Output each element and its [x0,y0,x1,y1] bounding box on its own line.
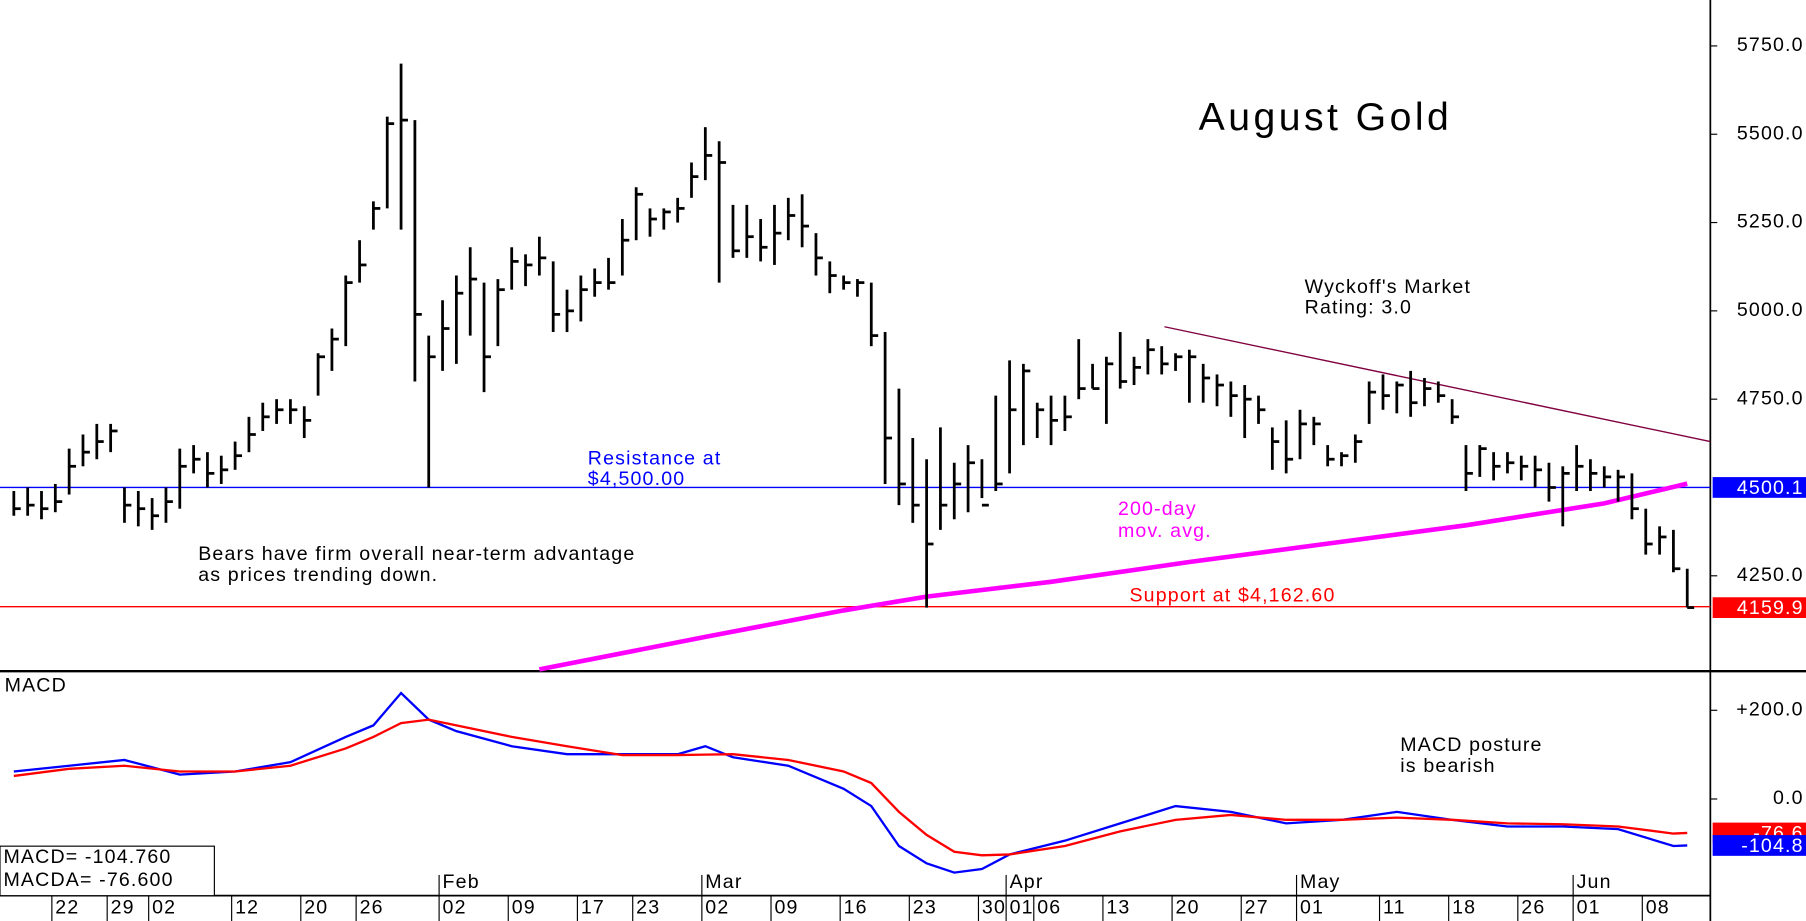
macd-annotation: MACD posture [1400,734,1542,756]
y-tick-label: +200.0 [1736,698,1803,720]
x-tick-label: 01 [1300,897,1324,919]
resistance-label: $4,500.00 [588,468,686,490]
x-tick-label: 17 [581,897,605,919]
comment-text: as prices trending down. [198,564,438,586]
y-tick-label: 4250.0 [1737,564,1804,586]
x-tick-label: 13 [1106,897,1130,919]
moving-average-label: mov. avg. [1118,520,1212,542]
month-label: Apr [1010,871,1044,893]
x-tick-label: 08 [1646,897,1670,919]
support-label: Support at $4,162.60 [1129,585,1335,607]
readout-box [0,845,215,897]
price-tag [1712,835,1806,856]
price-tag-label: 4500.1 [1737,477,1804,499]
y-tick-label: 4750.0 [1737,387,1804,409]
x-tick-label: 22 [55,897,79,919]
x-tick-label: 18 [1452,897,1476,919]
x-tick-label: 16 [844,897,868,919]
x-tick-label: 02 [443,897,467,919]
x-tick-label: 02 [705,897,729,919]
macd-line [13,691,1688,874]
x-tick-label: 20 [304,897,328,919]
moving-average [538,481,1688,672]
price-tag-label: -104.8 [1741,835,1803,857]
rating-text: Wyckoff's Market [1305,276,1471,298]
month-label: Mar [705,871,742,893]
x-tick-label: 27 [1245,897,1269,919]
month-label: Jun [1577,871,1612,893]
x-tick-label: 02 [152,897,176,919]
chart-title: August Gold [1199,96,1453,139]
rating-text: Rating: 3.0 [1305,297,1412,319]
x-tick-label: 30 [982,897,1006,919]
y-tick-label: 5250.0 [1737,211,1804,233]
macd-line [13,718,1688,857]
x-tick-label: 26 [1521,897,1545,919]
month-label: Feb [443,871,480,893]
x-tick-label: 12 [235,897,259,919]
x-tick-label: 20 [1176,897,1200,919]
x-tick-label: 09 [512,897,536,919]
moving-average-label: 200-day [1118,498,1197,520]
x-tick-label: 01 [1577,897,1601,919]
x-tick-label: 23 [636,897,660,919]
comment-text: Bears have firm overall near-term advant… [198,543,635,565]
macd-annotation: is bearish [1400,755,1495,777]
y-tick-label: 0.0 [1773,787,1804,809]
y-tick-label: 5750.0 [1737,34,1804,56]
panel-title: MACD [5,674,67,696]
price-tag-label: 4159.9 [1737,597,1804,619]
x-tick-label: 23 [913,897,937,919]
x-tick-label: 29 [111,897,135,919]
resistance-label: Resistance at [588,448,722,470]
readout-text: MACD= -104.760 [3,846,171,868]
x-tick-label: 09 [774,897,798,919]
month-label: May [1300,871,1340,893]
x-tick-label: 11 [1383,897,1406,919]
x-tick-label: 01 [1010,897,1034,919]
x-tick-label: 26 [360,897,384,919]
x-tick-label: 06 [1037,897,1061,919]
price-tag [1712,477,1806,498]
y-tick-label: 5000.0 [1737,299,1804,321]
y-tick-label: 5500.0 [1737,122,1804,144]
price-tag [1712,597,1806,618]
readout-text: MACDA= -76.600 [3,869,173,891]
